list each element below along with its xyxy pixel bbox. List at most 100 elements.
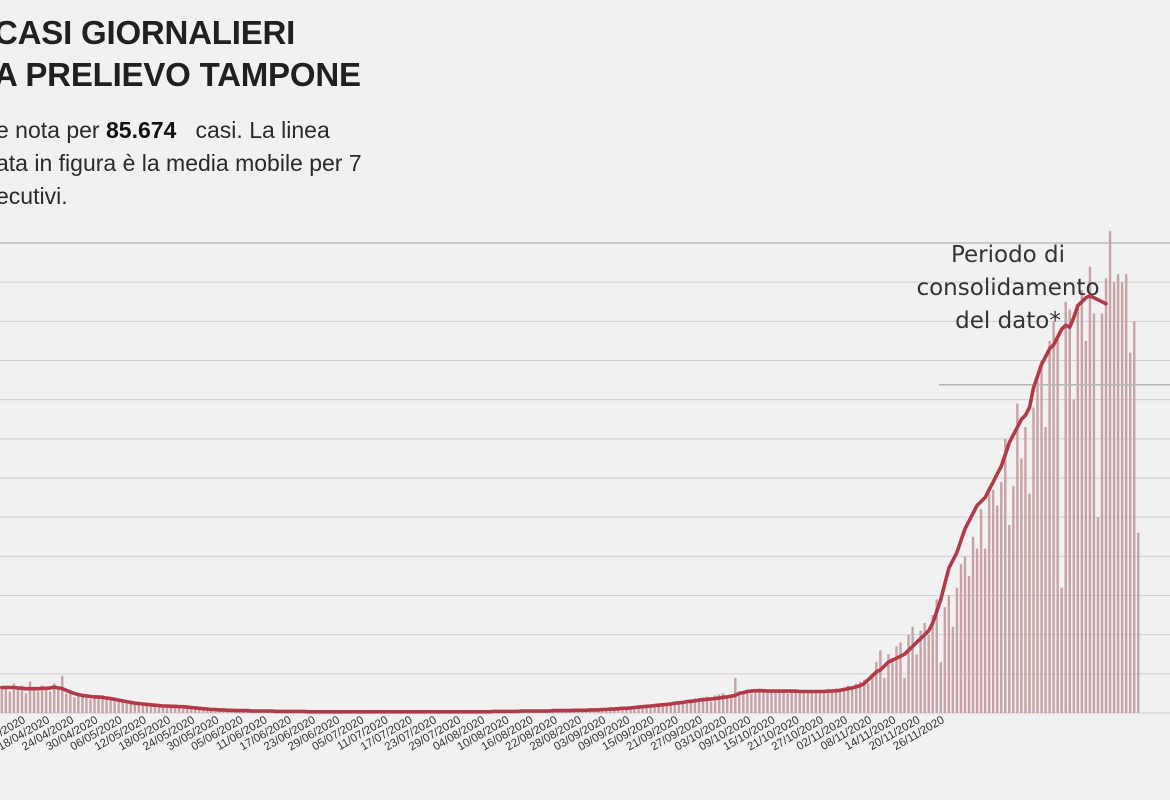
daily-case-bar xyxy=(1000,481,1003,713)
daily-case-bar xyxy=(1120,282,1124,713)
daily-case-bar xyxy=(786,693,789,713)
daily-case-bar xyxy=(798,691,801,713)
daily-case-bar xyxy=(709,701,713,713)
daily-case-bar xyxy=(983,548,987,713)
daily-case-bar xyxy=(750,693,753,713)
daily-case-bar xyxy=(850,686,854,713)
daily-case-bar xyxy=(121,701,124,713)
daily-case-bar xyxy=(790,689,793,713)
daily-case-bar xyxy=(129,701,132,713)
daily-case-bar xyxy=(858,681,862,713)
daily-case-bar xyxy=(822,691,826,713)
daily-case-bar xyxy=(1024,427,1027,713)
daily-case-bar xyxy=(1112,282,1116,713)
daily-case-bar xyxy=(758,688,761,713)
daily-case-bar xyxy=(93,695,96,713)
daily-case-bar xyxy=(987,493,991,713)
daily-case-bar xyxy=(971,536,975,713)
daily-case-bar xyxy=(931,615,934,713)
daily-case-bar xyxy=(826,689,830,713)
daily-case-bar xyxy=(1092,313,1096,713)
daily-case-bar xyxy=(746,689,749,713)
daily-case-bar xyxy=(907,634,910,713)
daily-case-bar xyxy=(653,705,656,713)
daily-case-bar xyxy=(629,707,632,713)
daily-case-bar xyxy=(65,693,68,713)
daily-case-bar xyxy=(879,650,882,713)
daily-case-bar xyxy=(806,691,809,713)
daily-case-bar xyxy=(854,683,858,713)
daily-case-bar xyxy=(927,634,930,713)
daily-case-bar xyxy=(911,626,914,713)
chart-gridlines xyxy=(0,242,1170,714)
daily-case-bar xyxy=(1060,587,1063,713)
daily-case-bar xyxy=(1104,278,1108,713)
daily-case-bar xyxy=(1080,290,1084,713)
daily-case-bar xyxy=(963,556,967,713)
daily-case-bar xyxy=(145,703,149,713)
daily-case-bar xyxy=(16,689,20,713)
daily-case-bar xyxy=(73,697,76,713)
daily-case-bar xyxy=(52,683,56,713)
daily-case-bar xyxy=(875,662,878,713)
daily-case-bar xyxy=(77,693,80,713)
daily-case-bar xyxy=(730,695,733,713)
daily-case-bar xyxy=(1012,485,1015,713)
daily-case-bar xyxy=(863,679,866,713)
subtitle-line-2: ata in figura è la media mobile per 7 xyxy=(0,150,362,176)
daily-case-bar xyxy=(693,698,697,713)
daily-case-bar xyxy=(1020,458,1023,713)
daily-case-bar xyxy=(975,548,979,713)
daily-case-bar xyxy=(173,707,177,713)
chart-title-line-2: A PRELIEVO TAMPONE xyxy=(0,56,361,93)
daily-case-bar xyxy=(61,675,64,713)
daily-case-bar xyxy=(705,696,709,713)
daily-case-bar xyxy=(661,704,664,713)
daily-case-bar xyxy=(105,699,108,713)
daily-case-bar xyxy=(1072,399,1075,713)
daily-case-bar xyxy=(206,709,209,713)
daily-case-bar xyxy=(895,646,898,713)
daily-case-bar xyxy=(44,689,48,713)
daily-case-bar xyxy=(1088,266,1092,713)
daily-case-bar xyxy=(959,564,963,713)
daily-case-bar xyxy=(1084,340,1088,713)
daily-case-bar xyxy=(887,654,890,713)
daily-case-bar xyxy=(770,690,773,713)
daily-case-bar xyxy=(185,708,189,713)
daily-case-bar xyxy=(161,707,165,713)
daily-case-bar xyxy=(4,685,8,713)
daily-case-bar xyxy=(69,691,72,713)
daily-case-bar xyxy=(818,693,822,713)
daily-case-bar xyxy=(939,662,942,713)
daily-case-bar xyxy=(1129,352,1132,713)
daily-case-bar xyxy=(1040,360,1043,713)
daily-case-bar xyxy=(871,673,874,713)
annotation-line: consolidamento xyxy=(916,275,1099,301)
daily-case-bar xyxy=(133,703,136,713)
daily-case-bar xyxy=(689,699,693,713)
moving-average-path xyxy=(0,294,1108,714)
subtitle-line-1: e nota per 85.674 casi. La linea xyxy=(0,114,362,147)
daily-case-bar xyxy=(1004,438,1007,713)
daily-case-bar xyxy=(157,705,161,713)
daily-case-bar xyxy=(669,703,672,713)
x-axis-tick-labels: 12/04/202018/04/202024/04/202030/04/2020… xyxy=(0,714,947,753)
daily-case-bar xyxy=(24,693,28,713)
daily-case-bar xyxy=(637,707,640,713)
daily-case-bar xyxy=(645,706,648,713)
daily-case-bar xyxy=(12,683,16,713)
daily-case-bar xyxy=(141,705,145,713)
daily-case-bar xyxy=(149,705,153,713)
daily-case-bar xyxy=(8,691,12,713)
daily-case-bar xyxy=(48,691,52,713)
chart-subtitle: e nota per 85.674 casi. La linea ata in … xyxy=(0,114,362,213)
daily-case-bar xyxy=(89,699,92,713)
daily-case-bar xyxy=(625,708,628,713)
daily-case-bar xyxy=(32,689,36,713)
subtitle-line-1-pre: e nota per xyxy=(0,117,100,143)
daily-case-bar xyxy=(40,685,44,713)
daily-case-bar xyxy=(1076,305,1080,713)
daily-case-bar xyxy=(1008,525,1011,713)
daily-case-bar xyxy=(717,694,721,713)
